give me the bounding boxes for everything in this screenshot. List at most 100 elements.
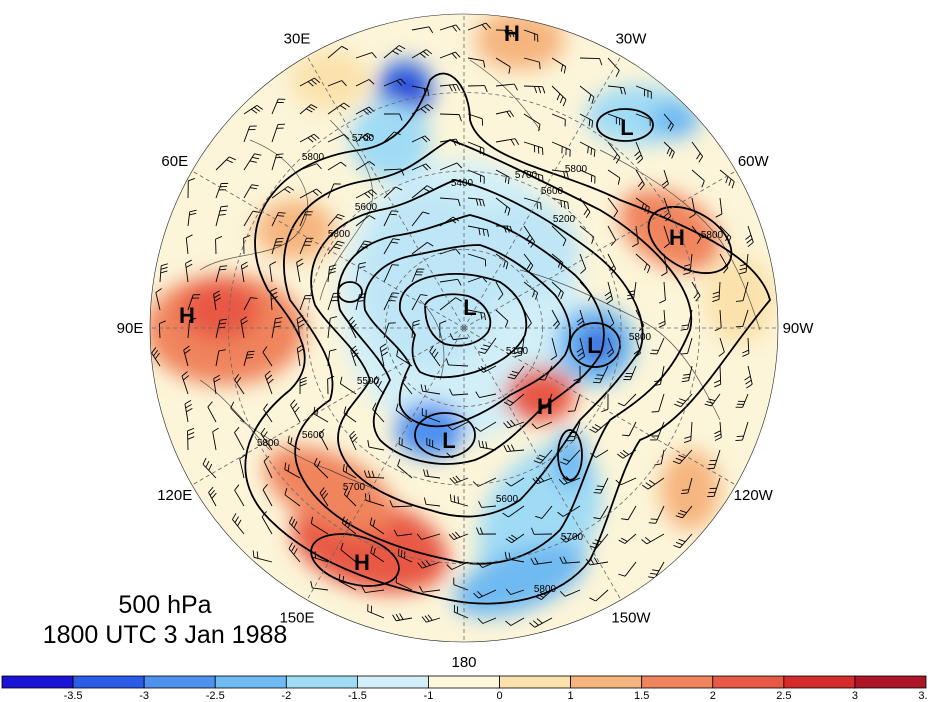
wind-barb [635, 85, 652, 99]
wind-barb [439, 320, 447, 339]
wind-barb [495, 281, 504, 300]
wind-barb [327, 240, 345, 255]
wind-barb [439, 197, 461, 207]
meridian-line [306, 327, 465, 601]
wind-barb [310, 516, 329, 535]
wind-barb [495, 197, 511, 216]
wind-barb [579, 225, 595, 244]
wind-barb [467, 309, 486, 321]
colorbar-swatch [854, 675, 927, 689]
wind-barb [439, 297, 462, 311]
wind-barb [284, 487, 301, 507]
colorbar-swatch [1, 675, 74, 689]
wind-barb [514, 337, 525, 358]
lon-30e-label: 30E [284, 31, 311, 48]
wind-barb [478, 500, 497, 508]
wind-barb [589, 421, 609, 433]
wind-barb [654, 449, 665, 466]
wind-barb [343, 487, 357, 507]
wind-barb [559, 449, 581, 465]
coastlines [199, 59, 761, 501]
wind-barb [648, 505, 665, 524]
wind-barb [579, 141, 596, 157]
wind-barb [531, 527, 553, 535]
colorbar-label: -2.5 [206, 690, 225, 702]
wind-barb [271, 98, 286, 115]
wind-barb [310, 581, 329, 591]
wind-barb [271, 237, 284, 255]
wind-barb [604, 281, 613, 305]
wind-barb [158, 320, 166, 339]
wind-barb [579, 169, 596, 184]
wind-barb [243, 105, 263, 115]
wind-barb [551, 281, 564, 300]
colorbar-swatch [783, 675, 856, 689]
wind-barb [187, 427, 195, 451]
wind-barb [523, 197, 542, 210]
wind-barb [557, 505, 581, 517]
contour-label: 5800 [257, 438, 280, 449]
wind-barb [252, 550, 273, 563]
contour-label: 5700 [343, 482, 366, 493]
wind-barb [213, 374, 221, 395]
wind-barb [579, 57, 603, 66]
wind-barb [319, 428, 329, 451]
contour-label: 5600 [302, 430, 325, 441]
lon-150w-label: 150W [611, 609, 651, 626]
colorbar-label: 0 [496, 690, 502, 702]
wind-barb [411, 135, 431, 143]
contour-label: 5600 [496, 494, 519, 505]
wind-barbs [151, 22, 754, 628]
wind-barb [714, 309, 722, 332]
pressure-center-h: H [179, 303, 195, 328]
colorbar-swatch [72, 675, 145, 689]
wind-barb [621, 505, 637, 521]
wind-barb [383, 113, 403, 121]
colorbar-swatch [356, 675, 429, 689]
wind-barb [411, 163, 432, 171]
wind-barb [271, 186, 295, 199]
contour-label: 5600 [355, 202, 378, 213]
wind-barb [243, 184, 259, 199]
wind-barb [234, 484, 245, 507]
wind-barb [299, 77, 320, 87]
colorbar-label: 2.5 [776, 690, 791, 702]
wind-barb [473, 589, 497, 599]
wind-barb [383, 45, 406, 59]
contour-label: 5500 [357, 376, 380, 387]
lon-150e-label: 150E [279, 609, 314, 626]
wind-barb [706, 477, 721, 498]
wind-barb [215, 236, 223, 255]
wind-barb [551, 85, 567, 107]
wind-barb [449, 388, 469, 396]
wind-barb [579, 85, 595, 104]
wind-barb [478, 337, 497, 354]
wind-barb [411, 211, 430, 227]
wind-barb [663, 113, 674, 132]
wind-barb [373, 375, 385, 395]
wind-barb [327, 375, 335, 395]
wind-barb [467, 57, 486, 68]
wind-barb [467, 169, 485, 184]
wind-barb [507, 365, 525, 380]
pressure-center-h: H [537, 394, 553, 419]
wind-barb [663, 141, 675, 159]
wind-barb [202, 457, 217, 479]
lon-180-label: 180 [451, 654, 476, 671]
meridian-line [306, 55, 465, 329]
wind-barb [675, 505, 693, 519]
contour-label: 5200 [553, 214, 576, 225]
wind-barb [215, 205, 228, 227]
wind-barb [634, 141, 644, 164]
wind-barb [420, 384, 441, 395]
wind-barb [271, 317, 283, 339]
wind-barb [215, 349, 226, 367]
wind-barb [449, 475, 469, 484]
wind-barb [551, 57, 567, 74]
contour-label: 5600 [541, 186, 564, 197]
contour-label: 5700 [515, 170, 538, 181]
wind-barb [212, 427, 219, 451]
wind-barb [262, 346, 273, 367]
wind-barb [476, 527, 497, 535]
